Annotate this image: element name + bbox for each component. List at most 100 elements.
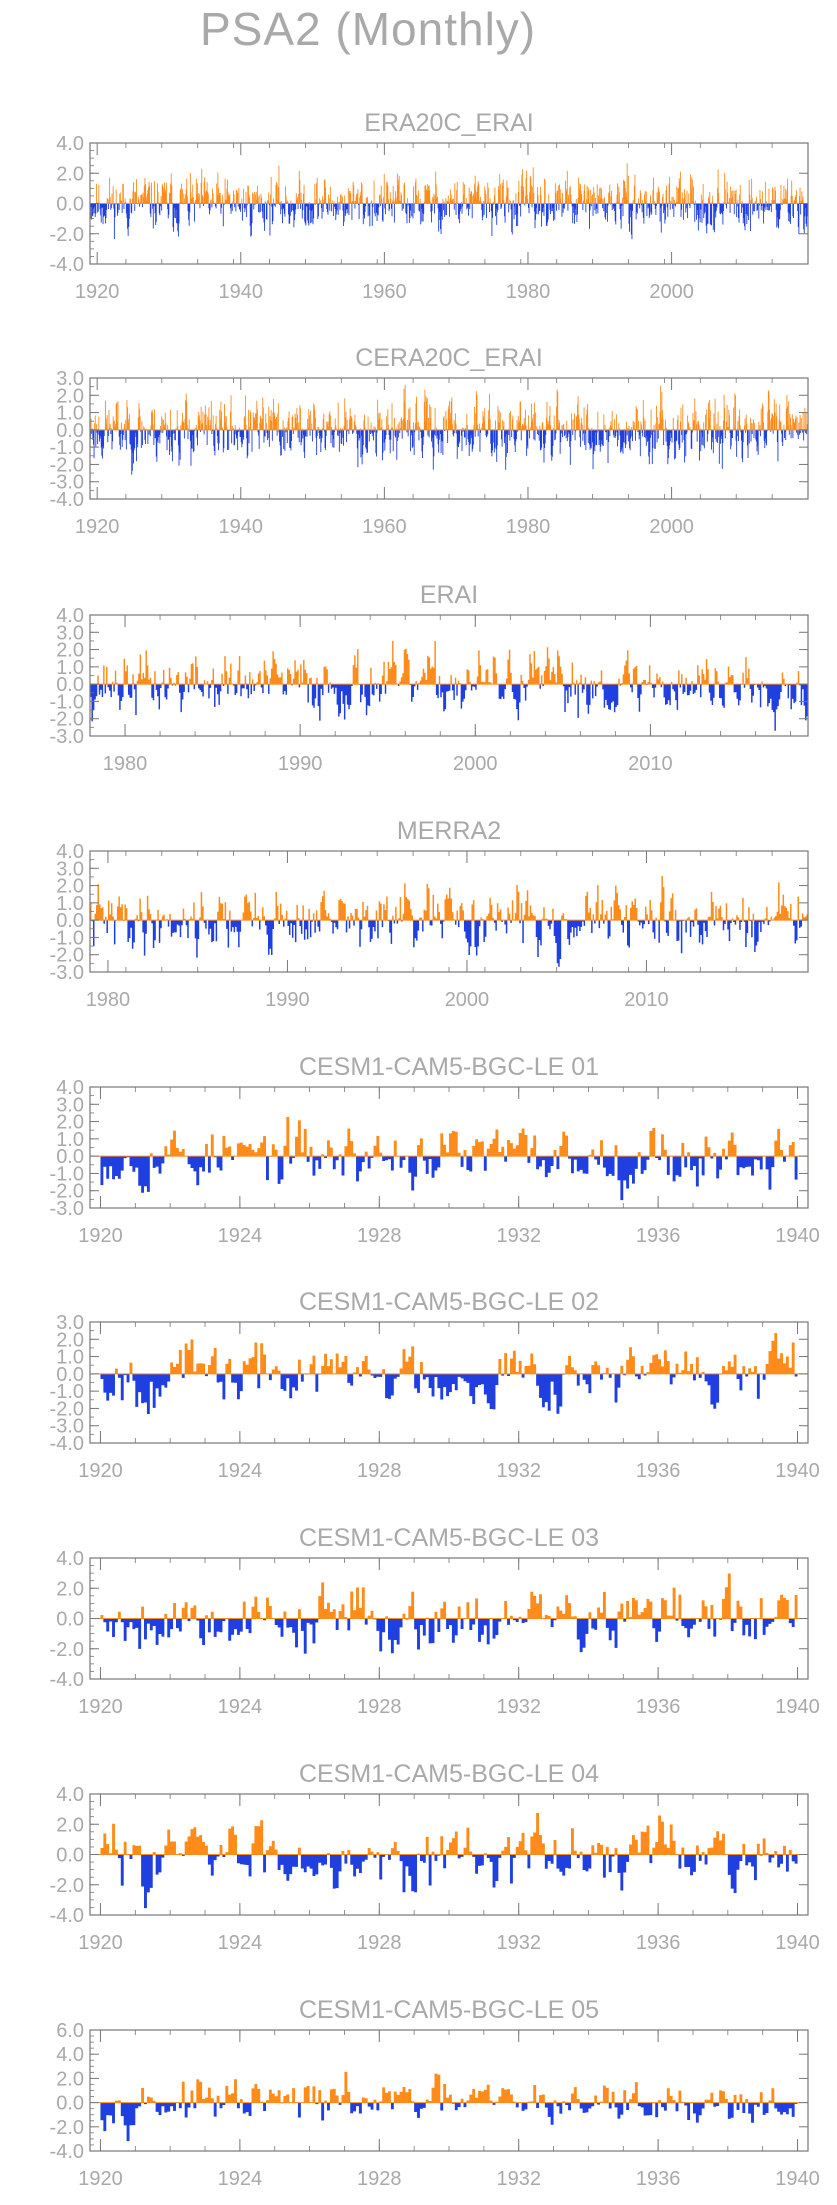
y-tick-label: 3.0 xyxy=(56,1094,84,1116)
y-tick-label: 3.0 xyxy=(56,622,84,644)
y-tick-label: 0.0 xyxy=(56,1146,84,1168)
y-tick-label: -2.0 xyxy=(50,1181,84,1203)
x-tick-label: 1940 xyxy=(219,516,264,538)
y-tick-label: 1.0 xyxy=(56,1129,84,1151)
chart-title: CESM1-CAM5-BGC-LE 05 xyxy=(299,1996,599,2024)
negative-anomaly-bars xyxy=(100,1156,798,1201)
x-tick-label: 2000 xyxy=(453,753,498,775)
y-tick-label: 2.0 xyxy=(56,2068,84,2090)
positive-anomaly-bars xyxy=(90,384,809,430)
y-tick-label: 0.0 xyxy=(56,910,84,932)
x-tick-label: 1932 xyxy=(496,1932,541,1954)
y-tick-label: 0.0 xyxy=(56,194,84,216)
y-tick-label: 2.0 xyxy=(56,1578,84,1600)
x-tick-label: 1940 xyxy=(775,2168,820,2190)
chart-title: CESM1-CAM5-BGC-LE 04 xyxy=(299,1760,599,1788)
y-tick-label: -4.0 xyxy=(50,1433,84,1455)
chart-title: CESM1-CAM5-BGC-LE 02 xyxy=(299,1288,599,1316)
x-tick-label: 1920 xyxy=(78,1932,123,1954)
x-tick-label: 1920 xyxy=(78,2168,123,2190)
y-tick-label: -3.0 xyxy=(50,1416,84,1438)
x-tick-label: 1924 xyxy=(218,1932,263,1954)
positive-anomaly-bars xyxy=(149,1116,795,1157)
y-tick-label: 6.0 xyxy=(56,2020,84,2042)
y-tick-label: 0.0 xyxy=(56,1609,84,1631)
y-tick-label: -4.0 xyxy=(50,1669,84,1691)
x-tick-label: 1924 xyxy=(218,1225,263,1247)
y-tick-label: -2.0 xyxy=(50,2117,84,2139)
x-tick-label: 1960 xyxy=(362,516,407,538)
x-tick-label: 2010 xyxy=(628,753,673,775)
x-tick-label: 1928 xyxy=(357,1225,402,1247)
x-tick-label: 1932 xyxy=(496,1225,541,1247)
y-tick-label: 2.0 xyxy=(56,163,84,185)
y-tick-label: 3.0 xyxy=(56,858,84,880)
y-tick-label: -3.0 xyxy=(50,726,84,748)
positive-anomaly-bars xyxy=(114,1333,795,1374)
chart-panel-9: CESM1-CAM5-BGC-LE 05 6.04.02.0 0.0-2.0-4.0… xyxy=(50,1996,820,2190)
chart-title: ERA20C_ERAI xyxy=(364,109,534,137)
negative-anomaly-bars xyxy=(91,920,803,967)
y-tick-label: -2.0 xyxy=(50,709,84,731)
y-tick-label: 3.0 xyxy=(56,368,84,390)
chart-title: CERA20C_ERAI xyxy=(355,344,543,372)
y-tick-label: -2.0 xyxy=(50,1398,84,1420)
positive-anomaly-bars xyxy=(100,1812,792,1855)
y-tick-label: 2.0 xyxy=(56,1329,84,1351)
x-tick-label: 1990 xyxy=(265,989,310,1011)
x-tick-label: 1940 xyxy=(775,1932,820,1954)
negative-anomaly-bars xyxy=(117,1854,798,1909)
x-tick-label: 1936 xyxy=(636,1696,681,1718)
y-tick-label: 0.0 xyxy=(56,1364,84,1386)
y-tick-label: -3.0 xyxy=(50,1198,84,1220)
y-tick-label: 4.0 xyxy=(56,1077,84,1099)
y-tick-label: 4.0 xyxy=(56,605,84,627)
chart-panel-3: ERAI 4.03.02.01.00.0-1.0-2.0-3.0 1980 1990 2… xyxy=(50,581,809,775)
y-tick-label: 2.0 xyxy=(56,385,84,407)
y-tick-label: -4.0 xyxy=(50,2141,84,2163)
y-tick-label: -1.0 xyxy=(50,1163,84,1185)
x-tick-label: 1990 xyxy=(278,753,323,775)
y-tick-label: -1.0 xyxy=(50,927,84,949)
y-tick-label: 1.0 xyxy=(56,1347,84,1369)
x-tick-label: 2000 xyxy=(649,516,694,538)
x-tick-label: 1936 xyxy=(636,1932,681,1954)
chart-panel-1: ERA20C_ERAI 4.0 2.0 0.0 -2.0 -4.0 1920 1940 1960… xyxy=(50,109,809,303)
negative-anomaly-bars xyxy=(90,429,808,475)
x-tick-label: 1960 xyxy=(362,281,407,303)
x-tick-label: 1940 xyxy=(775,1696,820,1718)
page-title-text: PSA2 (Monthly) xyxy=(200,3,537,55)
x-tick-label: 1980 xyxy=(506,516,551,538)
x-tick-label: 1932 xyxy=(496,2168,541,2190)
x-tick-label: 1940 xyxy=(775,1225,820,1247)
y-tick-label: 2.0 xyxy=(56,1814,84,1836)
x-tick-label: 1928 xyxy=(357,1696,402,1718)
y-tick-label: -2.0 xyxy=(50,1639,84,1661)
y-tick-label: -2.0 xyxy=(50,1875,84,1897)
x-tick-label: 2000 xyxy=(445,989,490,1011)
positive-anomaly-bars xyxy=(100,1573,798,1619)
negative-anomaly-bars xyxy=(100,2102,798,2142)
x-tick-label: 1924 xyxy=(218,2168,263,2190)
y-tick-label: 4.0 xyxy=(56,841,84,863)
chart-panel-2: CERA20C_ERAI 3.02.01.00.0-1.0-2.0-3.0-4.0… xyxy=(50,344,809,538)
positive-anomaly-bars xyxy=(90,875,808,921)
y-tick-label: 4.0 xyxy=(56,133,84,155)
x-tick-label: 1928 xyxy=(357,1932,402,1954)
y-tick-label: 2.0 xyxy=(56,876,84,898)
y-tick-label: 0.0 xyxy=(56,2093,84,2115)
y-tick-label: 3.0 xyxy=(56,1312,84,1334)
chart-title: MERRA2 xyxy=(397,817,501,845)
y-tick-label: 4.0 xyxy=(56,2044,84,2066)
x-tick-label: 1980 xyxy=(86,989,131,1011)
y-tick-label: 2.0 xyxy=(56,640,84,662)
x-tick-label: 1940 xyxy=(775,1460,820,1482)
x-tick-label: 1920 xyxy=(75,281,120,303)
y-tick-label: 2.0 xyxy=(56,1112,84,1134)
x-tick-label: 2010 xyxy=(624,989,669,1011)
x-tick-label: 1940 xyxy=(219,281,264,303)
y-tick-label: -4.0 xyxy=(50,489,84,511)
x-tick-label: 1932 xyxy=(496,1460,541,1482)
